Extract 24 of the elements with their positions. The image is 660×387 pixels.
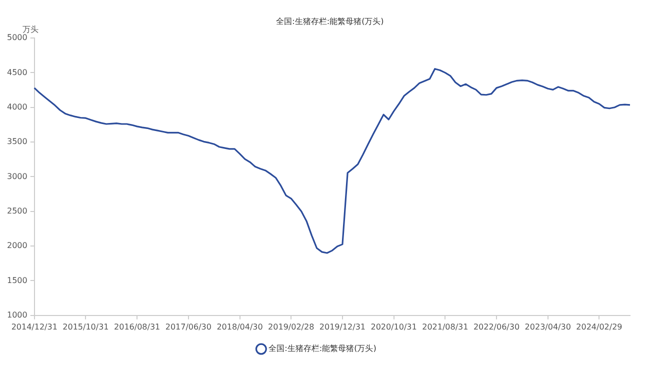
x-tick-label: 2019/12/31	[319, 322, 366, 332]
y-tick-label: 1500	[7, 276, 28, 285]
x-tick-label: 2022/06/30	[473, 322, 520, 332]
y-tick-label: 1000	[7, 310, 28, 320]
x-tick-label: 2017/06/30	[165, 322, 212, 332]
x-tick-label: 2018/04/30	[216, 322, 263, 332]
x-tick-label: 2021/08/31	[422, 322, 468, 332]
y-axis-title: 万头	[22, 25, 38, 34]
x-tick-label: 2019/02/28	[268, 322, 314, 332]
chart-title: 全国:生猪存栏:能繁母猪(万头)	[275, 16, 385, 27]
y-tick-label: 3500	[7, 137, 28, 146]
y-tick-label: 3000	[7, 172, 28, 181]
x-tick-label: 2024/02/29	[576, 322, 622, 332]
x-tick-label: 2016/08/31	[114, 322, 160, 332]
x-tick-label: 2020/10/31	[370, 322, 417, 332]
legend-label: 全国:生猪存栏:能繁母猪(万头)	[268, 344, 376, 354]
y-tick-label: 4000	[7, 102, 28, 112]
y-tick-label: 5000	[7, 33, 28, 42]
y-tick-label: 2500	[7, 206, 28, 216]
y-tick-label: 2000	[7, 241, 28, 250]
x-tick-label: 2015/10/31	[62, 322, 109, 332]
x-tick-label: 2014/12/31	[11, 322, 58, 332]
y-tick-label: 4500	[7, 68, 28, 77]
x-tick-label: 2023/04/30	[524, 322, 571, 332]
